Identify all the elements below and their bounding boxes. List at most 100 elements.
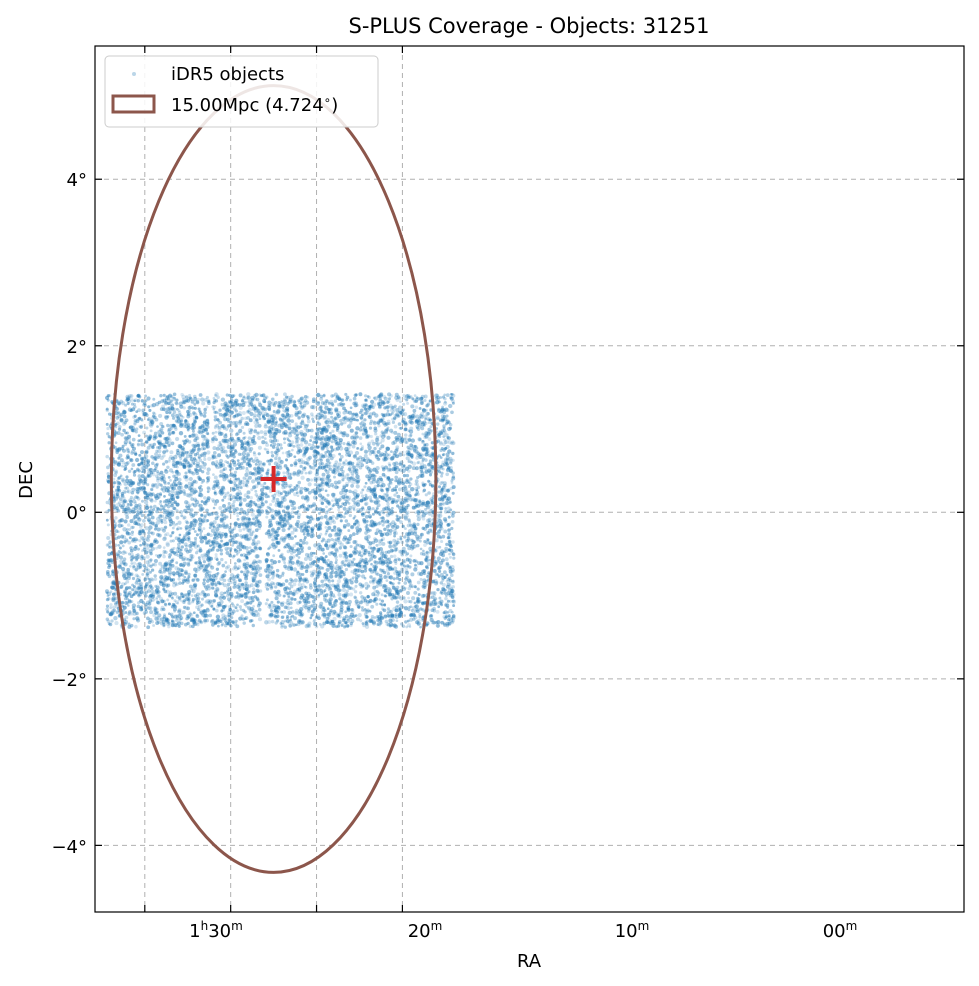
- scatter-point: [132, 473, 137, 477]
- scatter-point: [174, 401, 179, 405]
- scatter-point: [163, 407, 168, 412]
- scatter-point: [123, 490, 127, 494]
- scatter-point: [175, 448, 180, 453]
- scatter-point: [132, 617, 136, 621]
- scatter-point: [170, 395, 174, 399]
- scatter-point: [144, 584, 148, 589]
- scatter-point: [134, 495, 138, 499]
- scatter-point: [132, 510, 136, 514]
- scatter-point: [198, 507, 203, 512]
- scatter-point: [313, 454, 318, 459]
- scatter-point: [189, 612, 194, 617]
- scatter-point: [305, 568, 309, 572]
- scatter-point: [159, 441, 162, 445]
- scatter-point: [221, 563, 226, 568]
- scatter-point: [319, 478, 323, 481]
- scatter-point: [184, 477, 189, 482]
- scatter-point: [279, 446, 284, 450]
- scatter-point: [172, 424, 177, 428]
- scatter-point: [203, 451, 207, 456]
- scatter-point: [172, 407, 177, 412]
- scatter-point: [306, 419, 311, 424]
- scatter-point: [289, 414, 294, 418]
- scatter-point: [114, 516, 118, 520]
- scatter-point: [234, 439, 239, 443]
- scatter-point: [185, 526, 189, 530]
- scatter-point: [204, 499, 208, 504]
- scatter-point: [293, 578, 298, 583]
- scatter-point: [119, 559, 124, 564]
- scatter-point: [286, 438, 290, 442]
- scatter-point: [215, 558, 219, 562]
- scatter-point: [282, 392, 287, 397]
- scatter-point: [228, 465, 232, 468]
- scatter-point: [198, 409, 201, 413]
- scatter-point: [201, 452, 205, 455]
- scatter-point: [135, 611, 139, 616]
- scatter-point: [121, 464, 124, 468]
- scatter-point: [159, 434, 163, 438]
- scatter-point: [284, 513, 287, 517]
- scatter-point: [245, 533, 250, 538]
- scatter-point: [122, 410, 127, 415]
- scatter-point: [129, 519, 134, 524]
- scatter-point: [252, 440, 257, 446]
- scatter-point: [305, 604, 308, 608]
- scatter-point: [229, 547, 233, 550]
- scatter-point: [238, 503, 242, 507]
- scatter-point: [337, 479, 342, 485]
- scatter-point: [204, 613, 209, 618]
- scatter-point: [272, 432, 277, 437]
- scatter-point: [198, 425, 202, 430]
- scatter-point: [313, 590, 318, 595]
- scatter-point: [117, 519, 121, 524]
- scatter-point: [330, 440, 334, 444]
- scatter-point: [190, 458, 193, 461]
- scatter-point: [167, 429, 171, 433]
- scatter-point: [144, 481, 148, 485]
- scatter-point: [279, 460, 284, 464]
- scatter-point: [121, 401, 126, 406]
- scatter-point: [152, 624, 156, 627]
- scatter-point: [146, 474, 150, 478]
- scatter-point: [174, 436, 180, 442]
- scatter-point: [271, 542, 276, 547]
- scatter-point: [163, 495, 166, 498]
- scatter-point: [138, 539, 142, 543]
- scatter-point: [242, 621, 246, 625]
- scatter-point: [149, 467, 153, 472]
- scatter-point: [172, 479, 177, 484]
- scatter-point: [333, 447, 338, 452]
- scatter-point: [168, 393, 173, 398]
- scatter-point: [238, 605, 242, 609]
- scatter-point: [165, 440, 169, 445]
- scatter-point: [114, 441, 118, 445]
- scatter-point: [175, 453, 179, 457]
- scatter-point: [145, 494, 149, 498]
- scatter-point: [131, 445, 134, 449]
- scatter-point: [193, 406, 197, 410]
- scatter-point: [116, 509, 121, 513]
- scatter-point: [342, 410, 347, 415]
- scatter-point: [119, 551, 122, 554]
- scatter-point: [116, 447, 122, 453]
- scatter-point: [312, 569, 317, 574]
- scatter-point: [292, 582, 297, 587]
- scatter-point: [159, 442, 164, 447]
- scatter-point: [171, 416, 176, 420]
- scatter-point: [338, 490, 344, 496]
- scatter-point: [177, 444, 182, 449]
- scatter-point: [190, 425, 195, 431]
- scatter-point: [119, 412, 124, 417]
- scatter-point: [148, 443, 152, 447]
- scatter-point: [280, 501, 284, 505]
- scatter-point: [205, 438, 210, 443]
- scatter-point: [274, 392, 279, 397]
- scatter-point: [123, 420, 128, 425]
- scatter-point: [324, 543, 328, 547]
- scatter-point: [226, 408, 230, 411]
- scatter-point: [228, 608, 233, 612]
- scatter-point: [178, 454, 183, 458]
- scatter-point: [142, 412, 147, 416]
- scatter-point: [158, 433, 162, 438]
